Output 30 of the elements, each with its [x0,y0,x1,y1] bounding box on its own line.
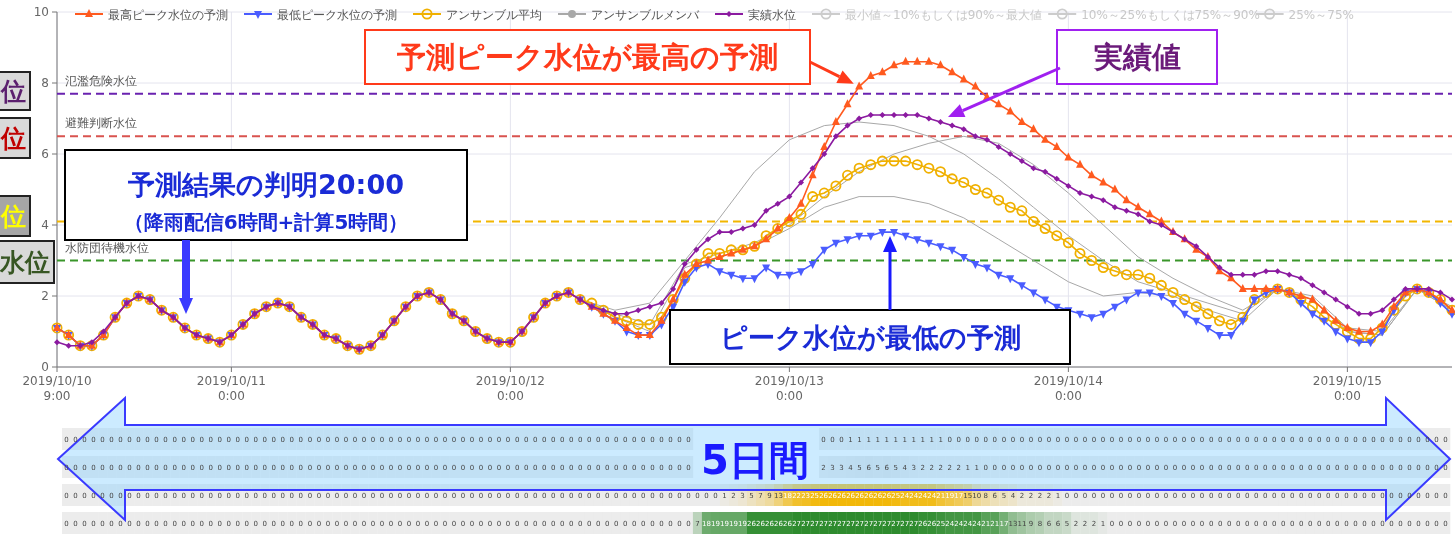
legend-label: アンサンブルメンバ [591,7,700,22]
text: 位 [0,124,26,153]
x-tick-label: 2019/10/10 9:00 [22,374,92,403]
legend-label: アンサンブル平均 [446,7,542,22]
ref-line-label: 氾濫危険水位 [65,73,137,88]
annotation: 予測ピーク水位が最高の予測 [396,40,778,75]
y-tick-label: 4 [41,218,49,232]
y-tick-label: 0 [41,360,49,374]
legend-label: 最高ピーク水位の予測 [108,7,228,22]
legend-label: 実績水位 [748,7,796,22]
x-tick-label: 2019/10/14 0:00 [1033,374,1103,403]
annotation: 実績値 [1092,40,1181,75]
y-tick-label: 10 [33,5,49,19]
y-tick-label: 2 [41,289,49,303]
x-tick-label: 2019/10/12 0:00 [475,374,545,403]
annotation: ピーク水位が最低の予測 [719,321,1021,353]
annotation: （降雨配信6時間+計算5時間） [123,210,409,235]
text: 水位 [0,248,50,277]
text: 位 [0,202,26,231]
y-tick-label: 6 [41,147,49,161]
annotation: 5日間 [701,437,809,483]
legend-label: 最低ピーク水位の予測 [277,7,397,22]
ref-line-label: 避難判断水位 [65,116,137,131]
x-tick-label: 2019/10/11 0:00 [196,374,266,403]
annotation: 予測結果の判明20:00 [127,168,404,200]
x-tick-label: 2019/10/15 0:00 [1312,374,1382,403]
text: 位 [0,77,26,106]
ref-line-label: 水防団待機水位 [65,240,149,255]
y-tick-label: 8 [41,76,49,90]
x-tick-label: 2019/10/13 0:00 [754,374,824,403]
